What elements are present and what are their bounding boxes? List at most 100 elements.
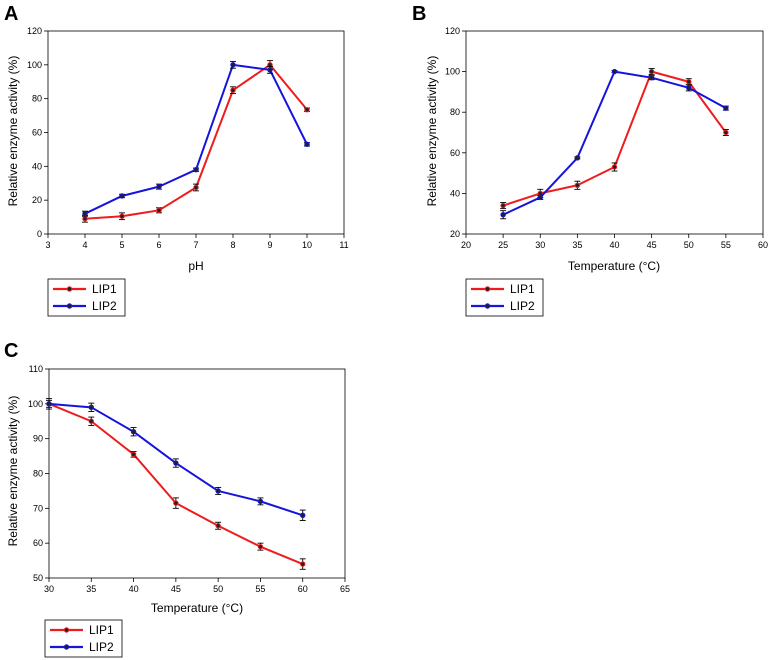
legend-marker-lip1-a <box>66 286 73 292</box>
x-tick-label: 50 <box>213 584 223 594</box>
data-point-lip2 <box>304 141 310 148</box>
y-tick-label: 80 <box>33 469 43 479</box>
data-point-lip2 <box>82 211 88 217</box>
legend-a: LIP1 LIP2 <box>47 278 126 317</box>
y-tick-label: 20 <box>32 195 42 205</box>
y-tick-label: 0 <box>37 229 42 239</box>
data-point-lip2 <box>574 155 581 161</box>
x-axis-label-b: Temperature (°C) <box>568 259 660 273</box>
x-tick-label: 55 <box>721 240 731 250</box>
legend-marker-lip2-b <box>484 303 491 309</box>
x-tick-label: 5 <box>119 240 124 250</box>
x-tick-label: 30 <box>535 240 545 250</box>
y-tick-label: 100 <box>28 399 43 409</box>
x-tick-label: 11 <box>339 240 348 250</box>
x-axis-label-a: pH <box>188 259 203 273</box>
data-point-lip1 <box>173 500 179 506</box>
y-tick-label: 80 <box>32 94 42 104</box>
data-point-lip1 <box>304 106 310 113</box>
data-point-lip1 <box>723 129 729 136</box>
plot-frame-a <box>47 30 345 235</box>
plot-area-b: 20 25 30 35 40 45 50 55 60 20 40 60 80 100 120 <box>445 26 768 250</box>
series-line-lip2 <box>84 63 308 215</box>
x-tick-label: 40 <box>609 240 619 250</box>
panel-c: C 30 35 40 45 50 55 60 65 50 60 70 80 90 100 110 Tempe… <box>4 340 350 658</box>
y-tick-label: 110 <box>29 364 43 374</box>
legend-label-lip1-c: LIP1 <box>89 623 114 637</box>
legend-label-lip2-a: LIP2 <box>92 299 117 313</box>
data-point-lip2 <box>215 488 221 494</box>
y-tick-label: 120 <box>445 26 460 36</box>
y-tick-label: 50 <box>33 573 43 583</box>
data-point-lip2 <box>193 167 199 173</box>
x-tick-label: 25 <box>498 240 508 250</box>
data-point-lip2 <box>723 105 729 111</box>
legend-marker-lip2-a <box>66 303 73 309</box>
x-tick-label: 35 <box>572 240 582 250</box>
y-tick-label: 60 <box>32 128 42 138</box>
y-tick-label: 90 <box>33 434 43 444</box>
y-tick-label: 60 <box>33 538 43 548</box>
data-point-lip2 <box>686 85 692 91</box>
data-point-lip1 <box>156 207 162 214</box>
data-point-lip2 <box>611 68 618 75</box>
data-point-lip2 <box>230 62 236 68</box>
data-point-lip2 <box>130 429 137 435</box>
y-tick-label: 40 <box>450 188 460 198</box>
x-tick-label: 9 <box>267 240 272 250</box>
y-tick-label: 80 <box>450 107 460 117</box>
legend-label-lip2-b: LIP2 <box>510 299 535 313</box>
data-point-lip2 <box>648 74 655 81</box>
x-tick-label: 30 <box>44 584 54 594</box>
panel-letter-b: B <box>412 3 426 25</box>
data-point-lip1 <box>257 543 264 550</box>
data-point-lip2 <box>300 512 306 518</box>
x-tick-label: 65 <box>340 584 350 594</box>
series-line-lip2 <box>502 70 727 216</box>
x-tick-label: 55 <box>255 584 265 594</box>
y-axis-label-b: Relative enzyme activity (%) <box>425 56 439 207</box>
x-tick-label: 8 <box>230 240 235 250</box>
series-line-lip1 <box>84 63 308 220</box>
data-point-lip1 <box>88 418 94 424</box>
x-tick-label: 3 <box>45 240 50 250</box>
data-point-lip1 <box>648 68 655 75</box>
x-axis-label-c: Temperature (°C) <box>151 601 243 615</box>
y-tick-label: 20 <box>450 229 460 239</box>
legend-box-a <box>47 278 126 317</box>
data-point-lip1 <box>686 79 692 85</box>
panel-a: A 3 4 5 6 7 8 9 10 11 0 20 40 60 80 100 120 pH Relative… <box>4 3 349 317</box>
series-line-lip1 <box>48 402 304 565</box>
legend-marker-lip1-b <box>484 286 491 292</box>
x-tick-label: 45 <box>647 240 657 250</box>
y-tick-label: 60 <box>450 148 460 158</box>
legend-label-lip1-a: LIP1 <box>92 282 117 296</box>
data-point-lip1 <box>230 87 236 93</box>
legend-b: LIP1 LIP2 <box>465 278 544 317</box>
data-point-lip1 <box>82 216 88 222</box>
panel-b: B 20 25 30 35 40 45 50 55 60 20 40 60 80 100 120 Tempe… <box>412 3 768 317</box>
x-tick-label: 35 <box>86 584 96 594</box>
legend-c: LIP1 LIP2 <box>44 619 123 658</box>
x-tick-label: 60 <box>298 584 308 594</box>
data-point-lip2 <box>267 67 273 73</box>
panel-letter-c: C <box>4 340 18 362</box>
data-point-lip2 <box>119 193 125 199</box>
x-tick-label: 4 <box>82 240 87 250</box>
data-point-lip2 <box>156 183 162 190</box>
legend-box-c <box>44 619 123 658</box>
data-point-lip1 <box>611 164 618 170</box>
x-tick-label: 45 <box>171 584 181 594</box>
data-point-lip1 <box>300 561 306 567</box>
y-tick-label: 120 <box>27 26 42 36</box>
legend-marker-lip2-c <box>63 644 70 650</box>
legend-box-b <box>465 278 544 317</box>
plot-area-c: 30 35 40 45 50 55 60 65 50 60 70 80 90 100 110 <box>28 364 350 594</box>
data-point-lip1 <box>193 184 199 191</box>
x-tick-label: 20 <box>461 240 471 250</box>
plot-area-a: 3 4 5 6 7 8 9 10 11 0 20 40 60 80 100 120 <box>27 26 349 250</box>
y-tick-label: 40 <box>32 161 42 171</box>
x-tick-label: 10 <box>302 240 312 250</box>
data-point-lip1 <box>500 202 506 209</box>
